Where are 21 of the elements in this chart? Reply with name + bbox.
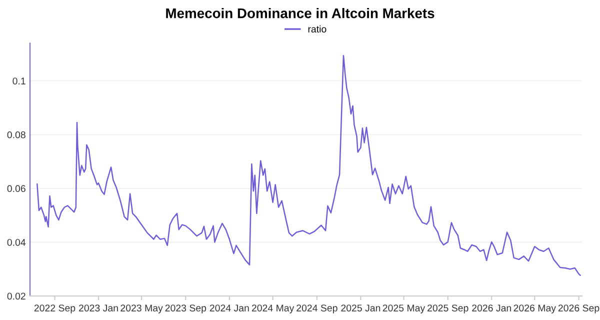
x-tick-label: 2026 Jan [472, 304, 511, 312]
line-series [36, 54, 581, 276]
x-tick-label: 2023 Jan [78, 304, 118, 312]
y-tick-label: 0.08 [7, 131, 26, 138]
y-tick-label: 0.06 [7, 185, 26, 192]
x-tick-label: 2024 Jan [210, 304, 249, 312]
x-tick-label: 2023 Sep [165, 304, 206, 314]
x-tick-label: 2024 Sep [296, 304, 338, 314]
legend-label: ratio [308, 25, 326, 33]
y-tick-label: 0.1 [12, 78, 26, 84]
x-tick-label: 2024 May [252, 304, 294, 314]
x-tick-label: 2026 Sep [558, 304, 600, 314]
y-tick-label: 0.04 [7, 238, 26, 246]
x-tick-label: 2025 Sep [428, 304, 468, 314]
x-tick-label: 2022 Sep [34, 304, 76, 314]
x-tick-label: 2023 May [120, 304, 163, 314]
x-tick-label: 2026 May [514, 304, 556, 314]
y-tick-label: 0.02 [7, 292, 26, 300]
chart-title: Memecoin Dominance in Altcoin Markets [166, 8, 434, 18]
x-tick-label: 2025 May [382, 304, 426, 314]
x-tick-label: 2025 Jan [341, 304, 380, 312]
